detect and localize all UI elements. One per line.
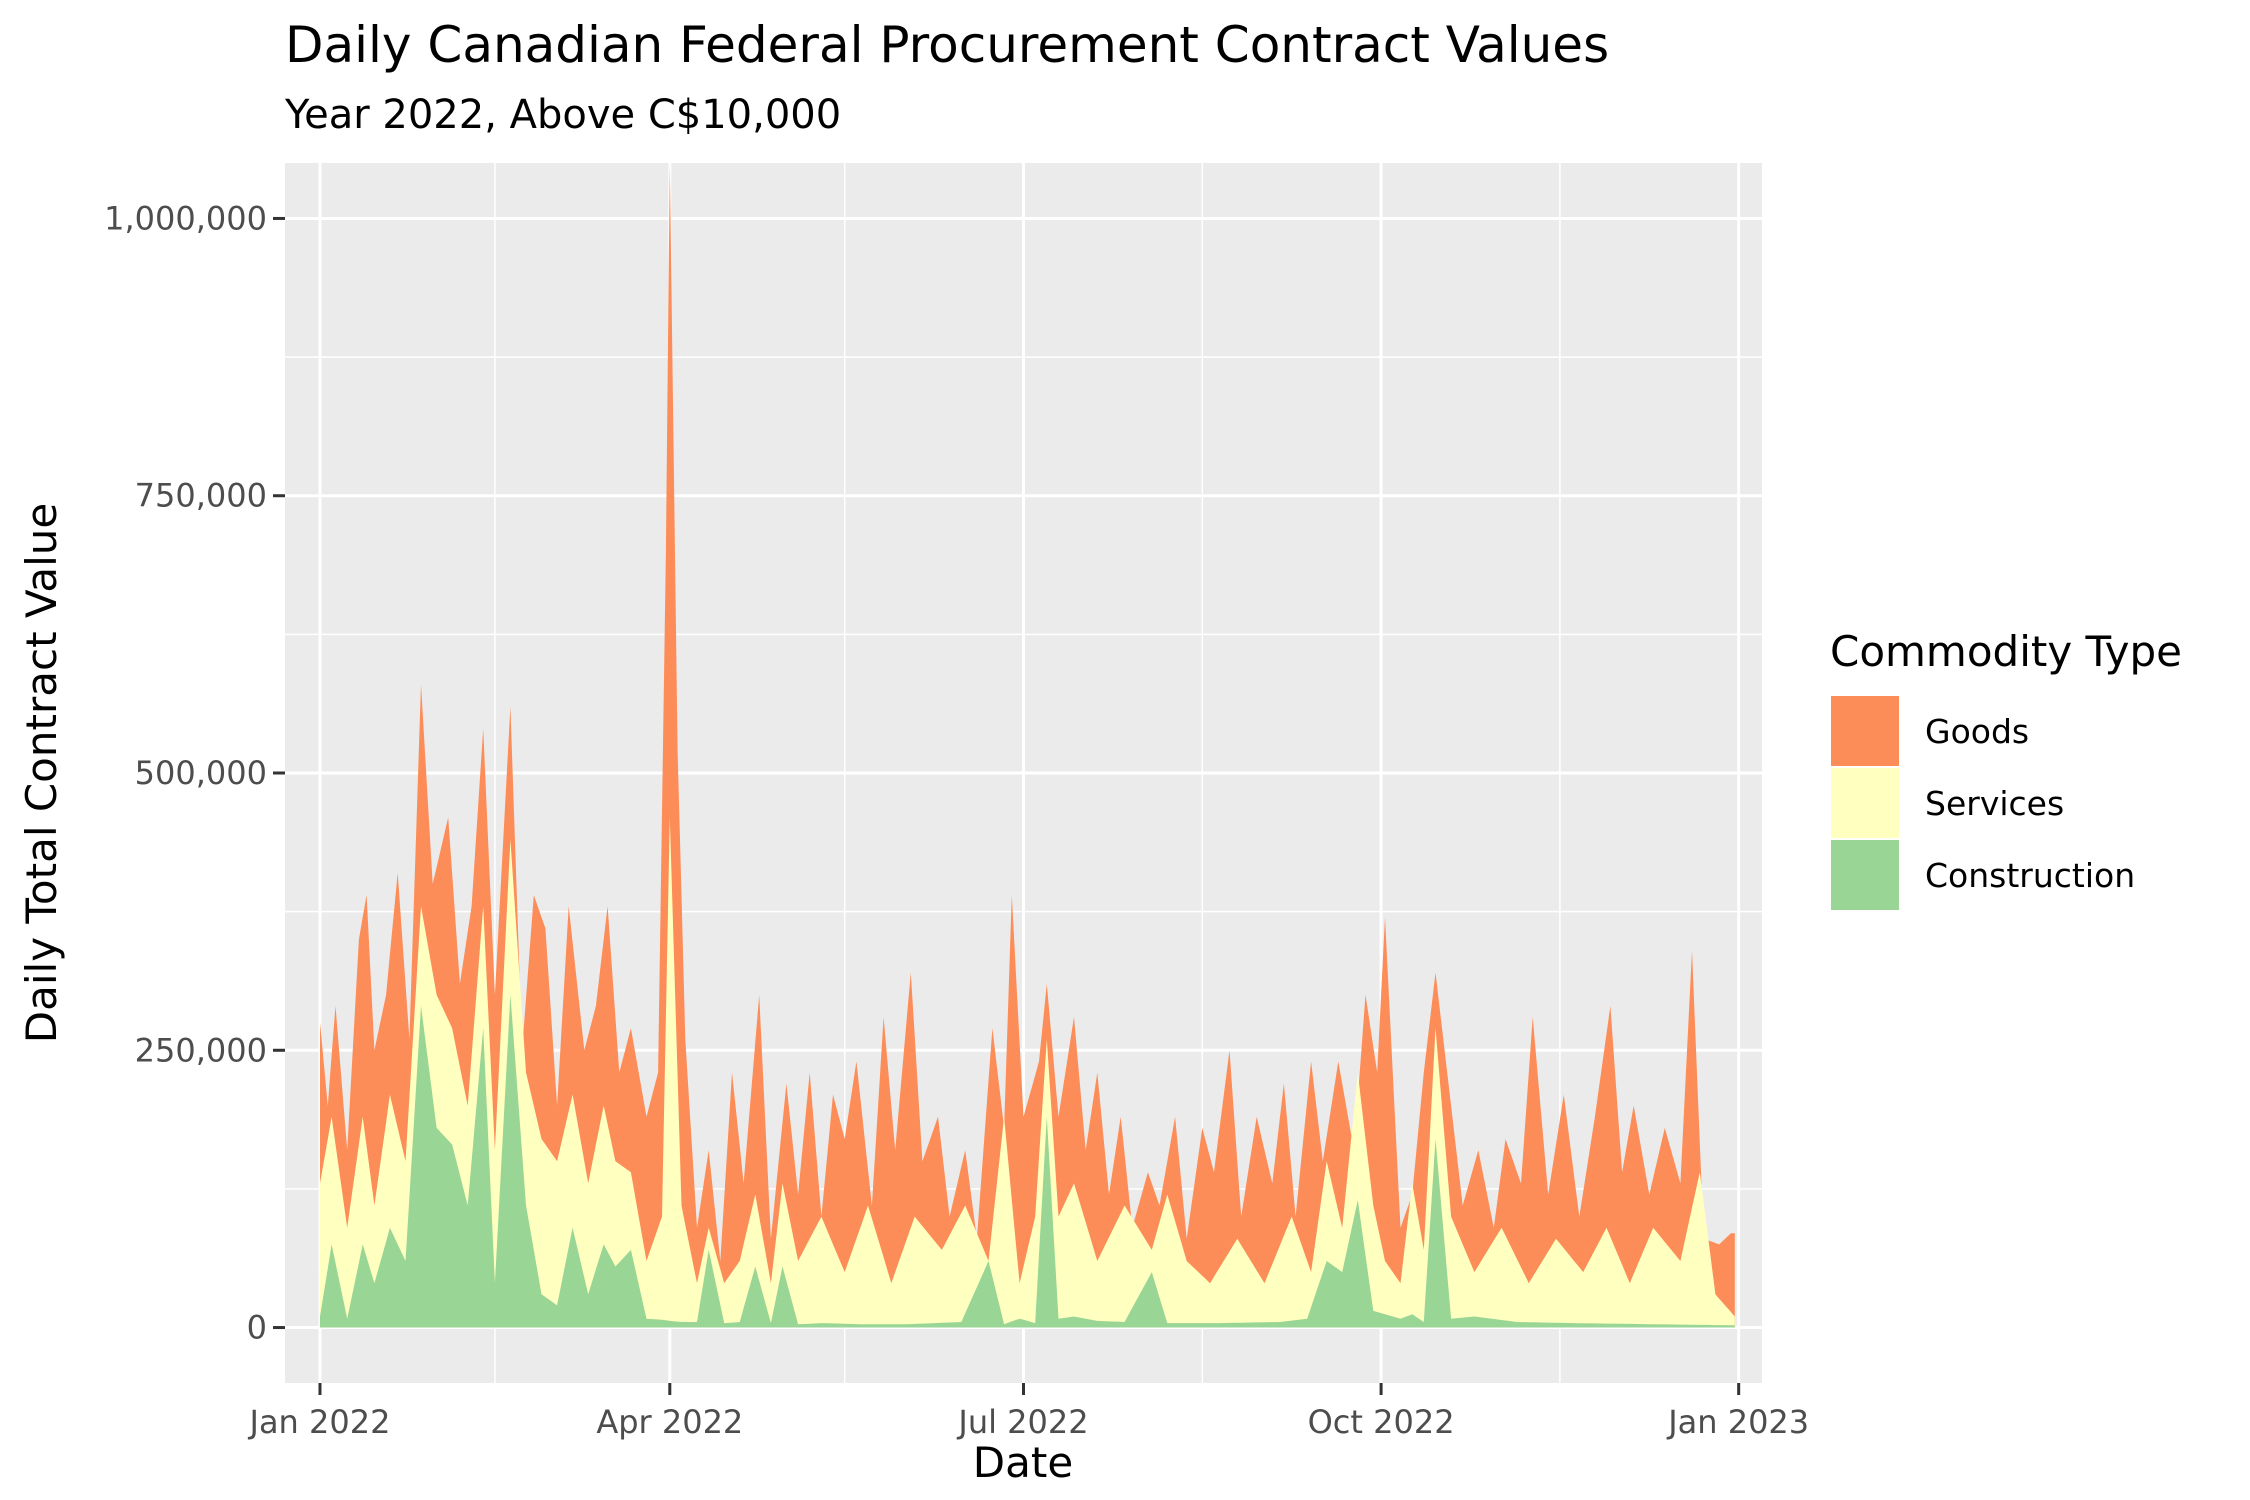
y-tick-label: 750,000: [135, 477, 267, 515]
area-services: [319, 817, 1735, 1328]
legend-title: Commodity Type: [1830, 627, 2182, 676]
chart-subtitle: Year 2022, Above C$10,000: [284, 92, 841, 138]
chart-title: Daily Canadian Federal Procurement Contr…: [285, 16, 1609, 74]
legend-label-goods: Goods: [1925, 712, 2029, 751]
legend: Commodity Type Goods Services Construction: [1829, 627, 2182, 912]
legend-key-services: [1829, 766, 1901, 840]
legend-items: Goods Services Construction: [1829, 694, 2135, 912]
x-axis: Jan 2022 Apr 2022 Jul 2022 Oct 2022 Jan 2023: [248, 1383, 1809, 1441]
stacked-areas: [319, 163, 1735, 1328]
y-tick-label: 500,000: [135, 754, 267, 792]
x-tick-label: Oct 2022: [1308, 1403, 1455, 1441]
legend-label-services: Services: [1925, 784, 2064, 823]
x-axis-title: Date: [973, 1438, 1073, 1487]
x-tick-label: Jan 2022: [248, 1403, 391, 1441]
y-tick-label: 250,000: [135, 1031, 267, 1069]
y-axis: 0 250,000 500,000 750,000 1,000,000: [104, 199, 285, 1347]
legend-label-construction: Construction: [1925, 856, 2135, 895]
x-tick-label: Jan 2023: [1666, 1403, 1809, 1441]
y-tick-label: 1,000,000: [104, 199, 267, 237]
x-tick-label: Apr 2022: [596, 1403, 743, 1441]
y-tick-label: 0: [247, 1309, 267, 1347]
x-tick-label: Jul 2022: [956, 1403, 1088, 1441]
area-construction: [319, 994, 1735, 1328]
y-axis-title: Daily Total Contract Value: [17, 503, 66, 1043]
legend-key-goods: [1829, 694, 1901, 768]
legend-key-construction: [1829, 838, 1901, 912]
